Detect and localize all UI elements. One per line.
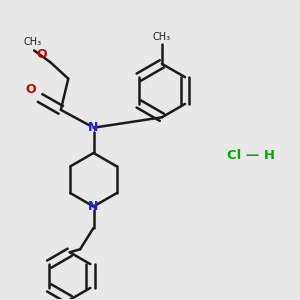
Text: Cl — H: Cl — H [227,149,275,162]
Text: N: N [88,121,99,134]
Text: CH₃: CH₃ [23,38,42,47]
Text: O: O [37,48,47,61]
Text: O: O [26,82,37,96]
Text: CH₃: CH₃ [153,32,171,41]
Text: N: N [88,200,99,213]
